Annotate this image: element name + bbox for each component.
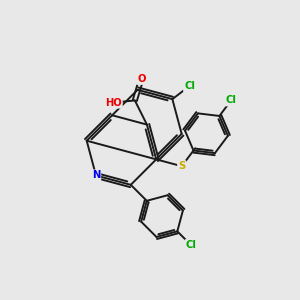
Text: O: O — [137, 74, 146, 84]
Text: S: S — [178, 161, 185, 171]
Text: Cl: Cl — [226, 95, 237, 105]
Text: N: N — [92, 170, 100, 181]
Text: HO: HO — [105, 98, 122, 108]
Text: Cl: Cl — [186, 240, 196, 250]
Text: Cl: Cl — [184, 81, 195, 91]
